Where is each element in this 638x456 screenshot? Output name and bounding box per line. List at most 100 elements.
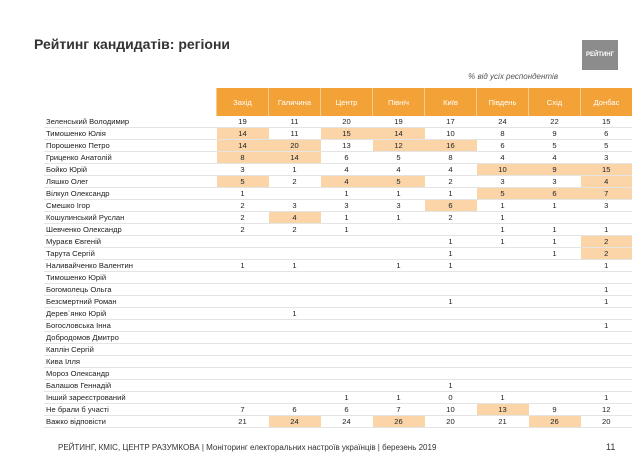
cell — [216, 247, 269, 260]
cell: 5 — [372, 175, 425, 188]
column-header: Центр — [320, 88, 373, 116]
cell: 5 — [476, 187, 529, 200]
cell — [372, 307, 425, 320]
cell — [216, 379, 269, 392]
cell: 2 — [216, 223, 269, 236]
cell: 3 — [320, 199, 373, 212]
cell — [424, 283, 477, 296]
cell: 6 — [424, 199, 477, 212]
cell: 4 — [528, 151, 581, 164]
cell: 1 — [528, 199, 581, 212]
row: Наливайченко Валентин 1 1 1 1 1 — [44, 259, 632, 272]
cell: 4 — [268, 211, 321, 224]
cell — [216, 391, 269, 404]
row: Тарута Сергій 1 1 2 — [44, 247, 632, 260]
cell — [580, 379, 632, 392]
cell — [320, 271, 373, 284]
cell: 7 — [216, 403, 269, 416]
cell — [528, 379, 581, 392]
cell — [216, 295, 269, 308]
row-name: Безсмертний Роман — [44, 295, 217, 308]
cell: 1 — [216, 259, 269, 272]
cell — [268, 343, 321, 356]
cell: 16 — [424, 139, 477, 152]
cell — [320, 235, 373, 248]
cell: 26 — [528, 415, 581, 428]
row: Шевченко Олександр 2 2 1 1 1 1 — [44, 223, 632, 236]
cell — [580, 355, 632, 368]
row: Богословська Інна 1 — [44, 319, 632, 332]
cell — [476, 259, 529, 272]
cell: 1 — [320, 211, 373, 224]
cell: 2 — [268, 175, 321, 188]
cell — [268, 235, 321, 248]
cell — [580, 211, 632, 224]
cell: 6 — [320, 151, 373, 164]
cell: 9 — [528, 403, 581, 416]
cell: 11 — [268, 116, 321, 128]
cell: 11 — [268, 127, 321, 140]
cell: 14 — [372, 127, 425, 140]
row-name: Гриценко Анатолій — [44, 151, 217, 164]
cell — [528, 307, 581, 320]
cell: 9 — [528, 127, 581, 140]
cell: 14 — [216, 127, 269, 140]
row-name: Шевченко Олександр — [44, 223, 217, 236]
cell: 5 — [528, 139, 581, 152]
row: Дерев`янко Юрій 1 — [44, 307, 632, 320]
cell: 1 — [476, 391, 529, 404]
row: Безсмертний Роман 1 1 — [44, 295, 632, 308]
row: Не брали б участі 7 6 6 7 10 13 9 12 — [44, 403, 632, 416]
cell: 6 — [268, 403, 321, 416]
cell — [216, 283, 269, 296]
cell: 4 — [580, 175, 632, 188]
row-name: Не брали б участі — [44, 403, 217, 416]
cell — [424, 343, 477, 356]
cell: 24 — [320, 415, 373, 428]
row: Мороз Олександр — [44, 367, 632, 380]
cell: 19 — [372, 116, 425, 128]
cell — [320, 367, 373, 380]
cell: 21 — [216, 415, 269, 428]
row: Гриценко Анатолій 8 14 6 5 8 4 4 3 — [44, 151, 632, 164]
cell: 1 — [476, 211, 529, 224]
cell: 3 — [372, 199, 425, 212]
cell — [216, 307, 269, 320]
cell — [528, 271, 581, 284]
cell: 17 — [424, 116, 477, 128]
row: Інший зареєстрований 1 1 0 1 1 — [44, 391, 632, 404]
cell — [476, 307, 529, 320]
cell: 2 — [268, 223, 321, 236]
cell: 4 — [476, 151, 529, 164]
cell: 6 — [320, 403, 373, 416]
row-name: Наливайченко Валентин — [44, 259, 217, 272]
cell: 1 — [476, 223, 529, 236]
cell — [268, 295, 321, 308]
cell: 5 — [216, 175, 269, 188]
cell — [216, 355, 269, 368]
row-name: Зеленський Володимир — [44, 116, 217, 128]
cell — [528, 331, 581, 344]
row: Балашов Геннадій 1 — [44, 379, 632, 392]
note: % від усіх респондентів — [468, 72, 558, 81]
cell — [528, 295, 581, 308]
row-name: Каплін Сергій — [44, 343, 217, 356]
cell — [476, 343, 529, 356]
cell — [580, 343, 632, 356]
cell — [476, 271, 529, 284]
column-header: Донбас — [580, 88, 632, 116]
cell — [528, 355, 581, 368]
cell: 1 — [476, 235, 529, 248]
row-name: Важко відповісти — [44, 415, 217, 428]
cell — [424, 367, 477, 380]
cell: 3 — [528, 175, 581, 188]
cell — [372, 343, 425, 356]
row-name: Мороз Олександр — [44, 367, 217, 380]
cell — [320, 379, 373, 392]
cell — [372, 331, 425, 344]
cell: 1 — [372, 259, 425, 272]
cell — [372, 271, 425, 284]
cell — [528, 391, 581, 404]
cell: 1 — [424, 259, 477, 272]
